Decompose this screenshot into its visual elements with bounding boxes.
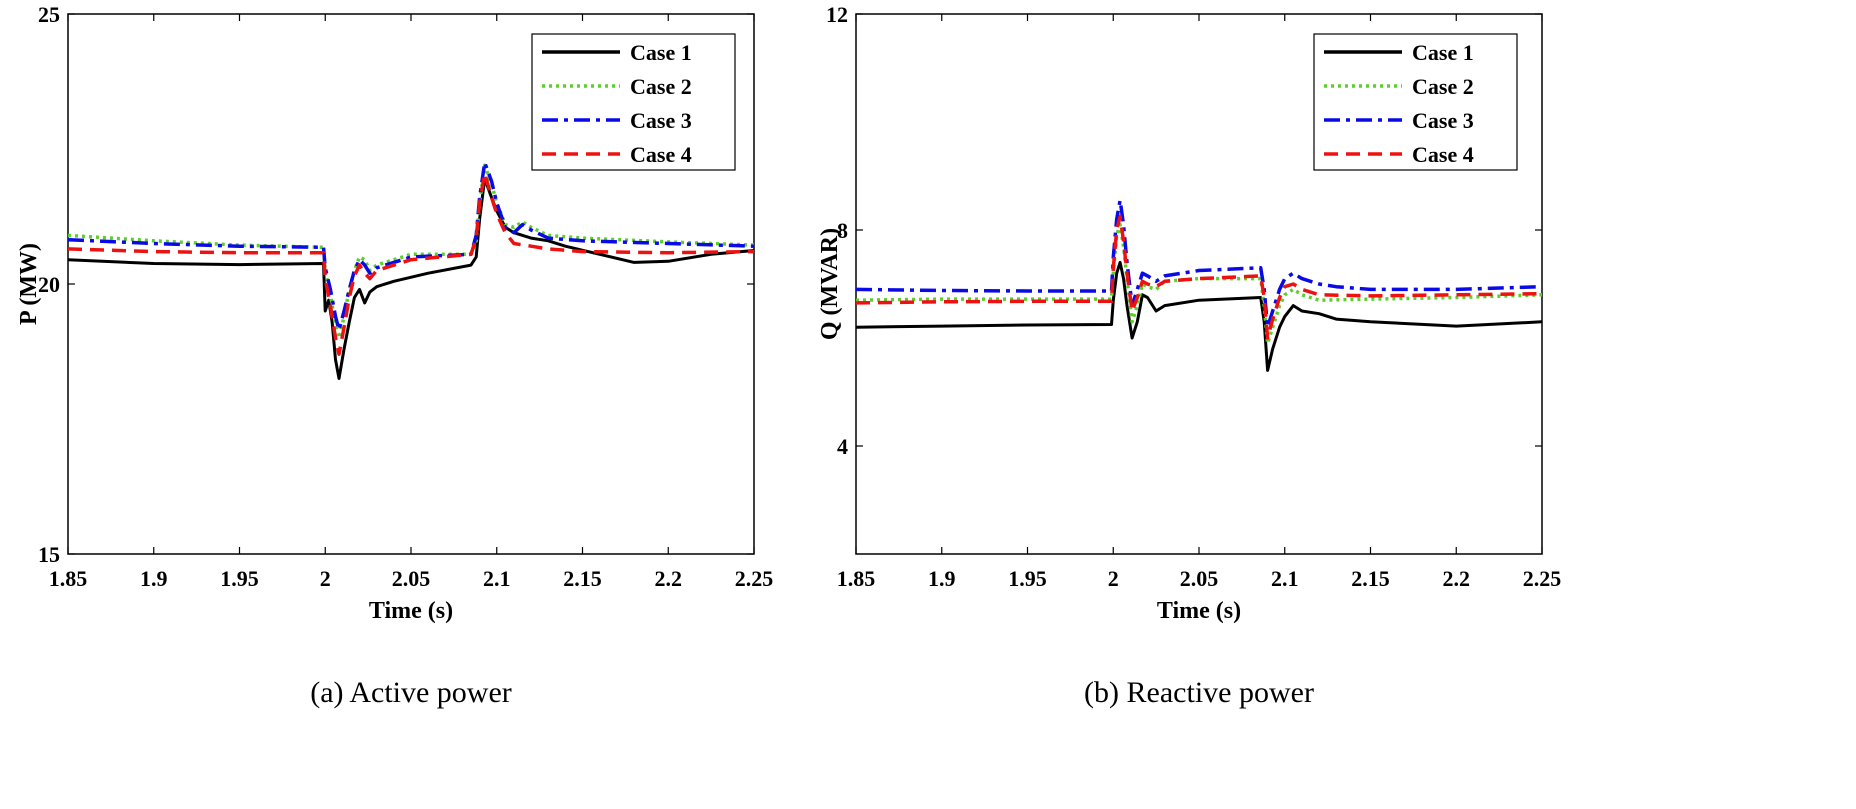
legend: Case 1 Case 2 Case 3 Case 4 [531,33,736,171]
x-tick-label: 2.05 [1180,566,1219,591]
y-axis-label: Q (MVAR) [817,228,843,340]
x-tick-label: 1.85 [837,566,876,591]
panel-active-power: 1.85 1.9 1.95 2 2.05 2.1 2.15 2.2 2.25 15 20 25 Time… [16,2,773,709]
legend-label: Case 3 [630,108,692,133]
y-axis-label: P (MW) [16,243,42,325]
legend-box [531,33,736,171]
legend-label: Case 1 [630,40,692,65]
series-line-case-4 [856,214,1542,340]
y-tick-label: 8 [837,218,848,243]
x-tick-label: 2.1 [1271,566,1299,591]
x-tick-label: 2.05 [392,566,431,591]
legend-box [1313,33,1518,171]
series-line-case-3 [856,198,1542,329]
x-tick-label: 2.15 [563,566,602,591]
legend: Case 1 Case 2 Case 3 Case 4 [1313,33,1518,171]
x-tick-label: 2.25 [735,566,774,591]
series-line-case-4 [68,171,754,356]
series-line-case-3 [68,160,754,332]
x-tick-label: 1.95 [220,566,259,591]
x-tick-label: 1.9 [140,566,168,591]
series-line-case-2 [68,163,754,340]
x-tick-label: 2.2 [1443,566,1471,591]
y-tick-label: 4 [837,434,848,459]
x-tick-label: 2.25 [1523,566,1562,591]
y-tick-label: 20 [38,272,60,297]
y-tick-label: 12 [826,2,848,27]
legend-label: Case 1 [1412,40,1474,65]
series-line-case-1 [856,260,1542,372]
series-line-case-2 [856,222,1542,346]
legend-label: Case 2 [1412,74,1474,99]
y-tick-label: 25 [38,2,60,27]
x-tick-label: 1.95 [1008,566,1047,591]
x-tick-label: 2 [320,566,331,591]
panel-caption: (b) Reactive power [1084,676,1314,709]
x-tick-label: 2.2 [655,566,683,591]
x-tick-label: 1.85 [49,566,88,591]
legend-label: Case 3 [1412,108,1474,133]
x-tick-label: 1.9 [928,566,956,591]
x-tick-label: 2 [1108,566,1119,591]
legend-label: Case 2 [630,74,692,99]
legend-label: Case 4 [630,142,692,167]
legend-label: Case 4 [1412,142,1474,167]
x-axis-label: Time (s) [369,598,453,624]
panel-reactive-power: 1.85 1.9 1.95 2 2.05 2.1 2.15 2.2 2.25 4 8 12 Time (… [817,2,1561,709]
x-axis-label: Time (s) [1157,598,1241,624]
panel-caption: (a) Active power [310,676,512,709]
y-tick-label: 15 [38,542,60,567]
x-tick-label: 2.1 [483,566,511,591]
x-tick-label: 2.15 [1351,566,1390,591]
